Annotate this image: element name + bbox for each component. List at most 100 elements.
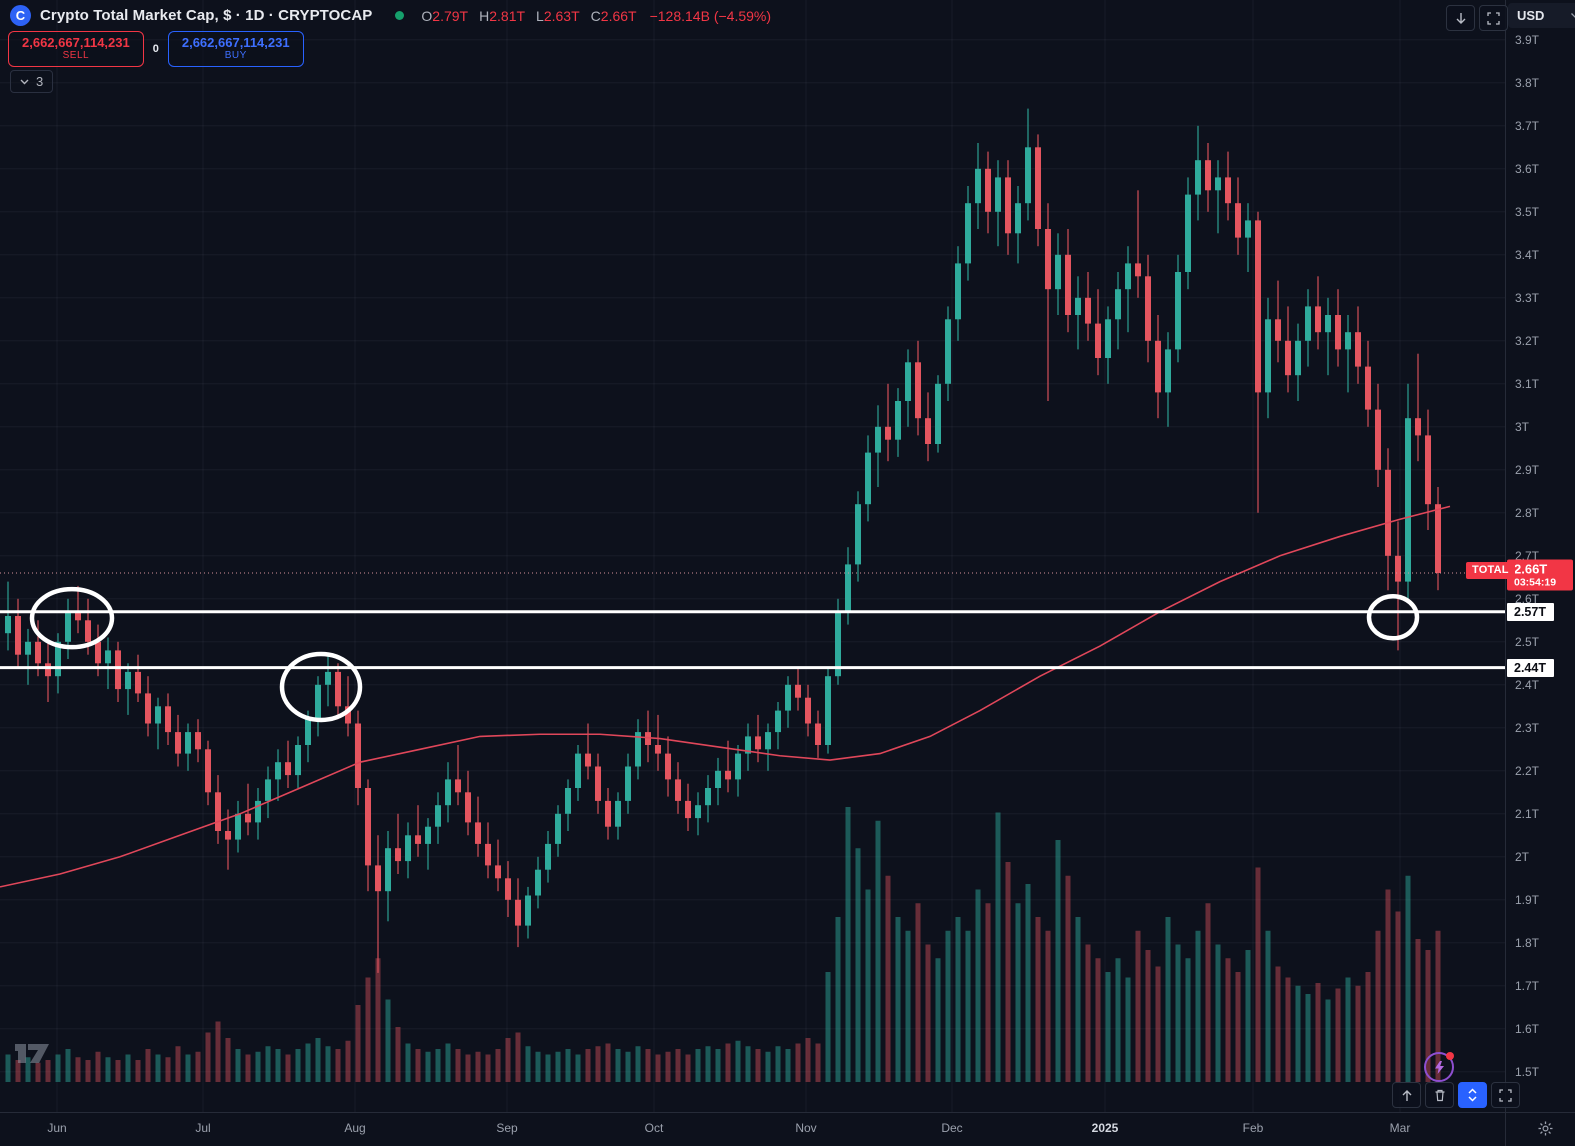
candle-body xyxy=(1195,160,1201,195)
candle-body xyxy=(795,684,801,698)
volume-bar xyxy=(155,1054,161,1082)
price-tick-label: 2.7T xyxy=(1515,548,1540,563)
candle-body xyxy=(245,813,251,823)
volume-bar xyxy=(905,930,911,1082)
maximize-pane-button[interactable] xyxy=(1491,1082,1520,1108)
volume-bar xyxy=(285,1054,291,1082)
market-status-icon[interactable] xyxy=(395,11,405,20)
candle-body xyxy=(835,611,841,677)
price-tick-label: 3.2T xyxy=(1515,333,1540,348)
candle-body xyxy=(215,792,221,831)
fullscreen-button[interactable] xyxy=(1479,5,1508,31)
volume-bar xyxy=(1205,903,1211,1082)
volume-bar xyxy=(1095,958,1101,1082)
candle-body xyxy=(165,706,171,733)
candle-body xyxy=(1315,306,1321,333)
candle-body xyxy=(895,401,901,440)
volume-bar xyxy=(615,1049,621,1082)
candle-body xyxy=(615,800,621,827)
indicators-count: 3 xyxy=(36,74,44,89)
price-tick-label: 3.5T xyxy=(1515,204,1540,219)
volume-bar xyxy=(715,1049,721,1082)
annotation-circle xyxy=(279,651,363,723)
chart-plot-area[interactable]: TOTAL xyxy=(0,0,1515,1112)
time-tick-label: Sep xyxy=(496,1121,518,1135)
volume-bar xyxy=(1305,994,1311,1082)
volume-bar xyxy=(785,1049,791,1082)
candle-body xyxy=(225,831,231,840)
sell-price: 2,662,667,114,231 xyxy=(22,35,130,50)
buy-button[interactable]: 2,662,667,114,231 BUY xyxy=(167,31,304,67)
ohlc-readout: O2.79T H2.81T L2.63T C2.66T −128.14B (−4… xyxy=(421,8,771,24)
volume-bar xyxy=(585,1049,591,1082)
symbol-title[interactable]: Crypto Total Market Cap, $ · 1D · CRYPTO… xyxy=(40,7,373,24)
price-tick-label: 3.6T xyxy=(1515,161,1540,176)
candle-body xyxy=(1155,340,1161,393)
volume-bar xyxy=(725,1043,731,1082)
volume-bar xyxy=(365,977,371,1082)
low-value: 2.63T xyxy=(543,7,580,24)
volume-bar xyxy=(1415,939,1421,1082)
volume-bar xyxy=(1385,889,1391,1082)
open-label: O xyxy=(421,7,433,24)
candle-body xyxy=(1185,194,1191,272)
auto-scale-button[interactable] xyxy=(1458,1082,1487,1108)
candle-body xyxy=(255,800,261,823)
volume-bar xyxy=(1335,988,1341,1082)
candle-body xyxy=(395,848,401,862)
candle-body xyxy=(965,203,971,264)
volume-bar xyxy=(115,1060,121,1082)
volume-bar xyxy=(1235,972,1241,1082)
volume-bar xyxy=(265,1046,271,1082)
candlestick-chart[interactable] xyxy=(0,0,1505,1112)
candle-body xyxy=(1095,323,1101,358)
volume-bar xyxy=(515,1032,521,1082)
scroll-to-recent-button[interactable] xyxy=(1446,5,1475,31)
volume-bar xyxy=(945,930,951,1082)
volume-bar xyxy=(1005,862,1011,1082)
price-axis[interactable]: 2.66T 03:54:19 3.9T 3.8T 3.7T 3.6T 3.5T 3.4T 3… xyxy=(1505,0,1575,1112)
volume-bar xyxy=(465,1054,471,1082)
volume-bar xyxy=(555,1051,561,1082)
volume-bar xyxy=(1245,950,1251,1082)
volume-bar xyxy=(1145,950,1151,1082)
boost-button[interactable] xyxy=(1424,1052,1454,1082)
time-axis[interactable]: Jun Jul Aug Sep Oct Nov Dec 2025 Feb Mar xyxy=(0,1112,1575,1146)
candle-body xyxy=(825,676,831,745)
candle-body xyxy=(1045,229,1051,290)
candle-body xyxy=(1205,160,1211,191)
volume-bar xyxy=(675,1049,681,1082)
volume-bar xyxy=(775,1046,781,1082)
candle-body xyxy=(445,779,451,806)
volume-bar xyxy=(1275,966,1281,1082)
axis-settings-gear-icon[interactable] xyxy=(1538,1121,1553,1141)
cryptocap-logo-icon[interactable]: C xyxy=(10,5,31,26)
price-tick-label: 3.3T xyxy=(1515,290,1540,305)
delete-drawings-button[interactable] xyxy=(1425,1082,1454,1108)
scroll-up-button[interactable] xyxy=(1392,1082,1421,1108)
price-tick-label: 3.4T xyxy=(1515,247,1540,262)
volume-bar xyxy=(125,1054,131,1082)
volume-bar xyxy=(645,1049,651,1082)
volume-bar xyxy=(475,1051,481,1082)
candle-body xyxy=(425,826,431,844)
candle-body xyxy=(505,878,511,900)
candle-body xyxy=(1305,306,1311,341)
candle-body xyxy=(885,426,891,440)
candle-body xyxy=(1275,319,1281,341)
time-tick-label: Mar xyxy=(1389,1121,1411,1135)
sell-button[interactable]: 2,662,667,114,231 SELL xyxy=(8,31,144,67)
candle-body xyxy=(655,745,661,754)
volume-bar xyxy=(955,917,961,1082)
candle-body xyxy=(1025,147,1031,204)
arrow-down-icon xyxy=(1456,12,1465,24)
volume-bar xyxy=(305,1043,311,1082)
candle-body xyxy=(765,732,771,750)
candle-body xyxy=(185,732,191,754)
close-label: C xyxy=(590,7,601,24)
volume-bar xyxy=(995,812,1001,1082)
price-tick-label: 3.9T xyxy=(1515,32,1540,47)
currency-selector[interactable]: USD xyxy=(1508,3,1575,28)
candle-body xyxy=(935,383,941,444)
indicators-collapse-badge[interactable]: 3 xyxy=(10,70,54,93)
